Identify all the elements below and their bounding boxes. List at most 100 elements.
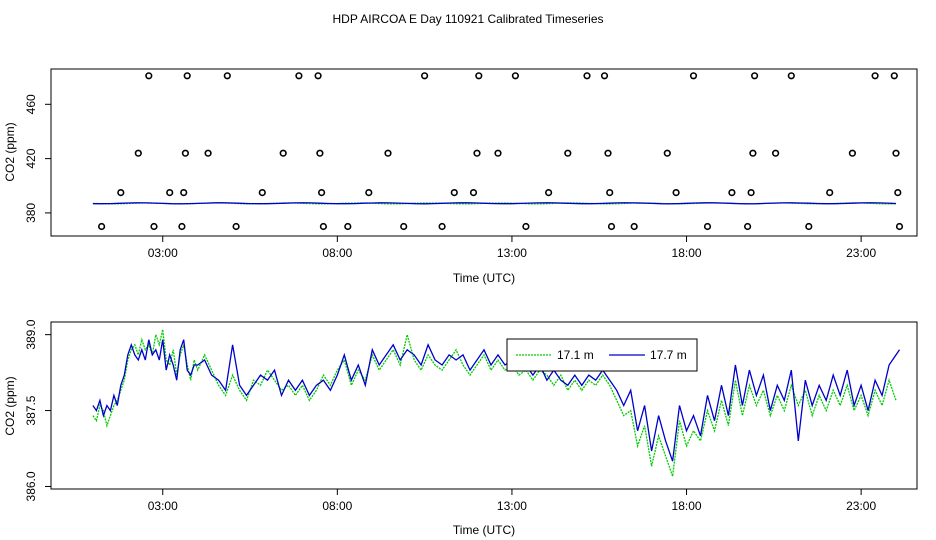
legend-label-17-7m: 17.7 m (650, 348, 687, 362)
scatter-point (117, 189, 125, 197)
upper-x-tick-label: 13:00 (497, 246, 527, 260)
lower-y-axis: 386.0 387.5 389.0 (24, 319, 51, 501)
scatter-point (258, 189, 266, 197)
lower-x-tick-label: 08:00 (322, 499, 352, 513)
scatter-point (826, 189, 834, 197)
scatter-point (522, 222, 530, 231)
scatter-point (469, 189, 478, 197)
lower-x-tick-label: 18:00 (672, 499, 702, 513)
scatter-point (178, 222, 186, 231)
lower-line-17-1-m (92, 329, 897, 477)
scatter-point (232, 222, 240, 231)
scatter-point (384, 149, 392, 157)
scatter-point (511, 72, 520, 80)
upper-scatter-points (97, 72, 904, 231)
scatter-point (314, 72, 322, 80)
scatter-point (583, 72, 591, 80)
upper-series-lines (92, 202, 897, 205)
scatter-point (438, 222, 446, 231)
lower-y-tick-label: 389.0 (24, 319, 38, 349)
scatter-point (805, 222, 813, 231)
scatter-point (750, 72, 759, 80)
lower-y-tick-label: 387.5 (24, 395, 38, 425)
lower-y-tick-label: 386.0 (24, 471, 38, 501)
upper-line-blue (92, 202, 897, 205)
scatter-point (166, 189, 174, 197)
scatter-point (450, 189, 458, 197)
scatter-point (787, 72, 795, 80)
scatter-point (728, 189, 736, 197)
scatter-point (600, 72, 609, 80)
scatter-point (747, 189, 755, 197)
scatter-point (183, 72, 191, 80)
scatter-point (663, 149, 671, 157)
lower-y-axis-label: CO2 (ppm) (3, 376, 17, 435)
scatter-point (295, 72, 303, 80)
upper-x-tick-label: 08:00 (322, 246, 352, 260)
scatter-point (564, 149, 572, 157)
scatter-point (892, 149, 900, 157)
lower-x-axis: 03:00 08:00 13:00 18:00 23:00 (148, 489, 876, 513)
scatter-point (421, 72, 429, 80)
scatter-point (895, 222, 904, 231)
scatter-point (749, 149, 757, 157)
scatter-point (743, 222, 752, 231)
upper-y-tick-label: 380 (24, 203, 38, 223)
scatter-point (689, 72, 698, 80)
scatter-point (703, 222, 712, 231)
lower-series-lines (92, 329, 901, 477)
upper-y-tick-label: 460 (24, 94, 38, 114)
scatter-point (544, 189, 553, 197)
lower-plot-frame (50, 321, 918, 490)
lower-x-tick-label: 23:00 (846, 499, 876, 513)
scatter-point (319, 222, 328, 231)
scatter-point (134, 149, 142, 157)
scatter-point (97, 222, 106, 231)
lower-panel: 03:00 08:00 13:00 18:00 23:00 386.0 387.5 389.… (3, 319, 918, 537)
scatter-point (894, 189, 902, 197)
scatter-point (145, 72, 153, 80)
upper-plot-frame (50, 68, 918, 237)
scatter-point (223, 72, 231, 80)
lower-x-tick-label: 03:00 (148, 499, 178, 513)
scatter-point (318, 189, 326, 197)
upper-y-axis: 380 420 460 (24, 94, 51, 223)
upper-panel: 03:00 08:00 13:00 18:00 23:00 380 420 460 Time… (3, 68, 918, 285)
legend: 17.1 m 17.7 m (506, 338, 698, 372)
lower-line-17-7-m (92, 339, 901, 462)
upper-x-tick-label: 18:00 (672, 246, 702, 260)
scatter-point (672, 189, 680, 197)
scatter-point (606, 189, 614, 197)
scatter-point (180, 189, 188, 197)
legend-box (506, 338, 698, 372)
scatter-point (890, 72, 898, 80)
scatter-point (150, 222, 158, 231)
lower-x-tick-label: 13:00 (497, 499, 527, 513)
scatter-point (475, 72, 483, 80)
chart-title: HDP AIRCOA E Day 110921 Calibrated Times… (332, 12, 603, 26)
scatter-point (181, 149, 189, 157)
scatter-point (365, 189, 373, 197)
scatter-point (316, 149, 324, 157)
upper-x-tick-label: 03:00 (148, 246, 178, 260)
scatter-point (607, 222, 616, 231)
upper-x-axis-label: Time (UTC) (453, 271, 515, 285)
lower-x-axis-label: Time (UTC) (453, 523, 515, 537)
scatter-point (473, 149, 481, 157)
scatter-point (630, 222, 638, 231)
scatter-point (204, 149, 212, 157)
scatter-point (344, 222, 352, 231)
upper-x-tick-label: 23:00 (846, 246, 876, 260)
scatter-point (848, 149, 857, 157)
scatter-point (604, 149, 612, 157)
scatter-point (400, 222, 408, 231)
legend-label-17-1m: 17.1 m (557, 348, 594, 362)
upper-x-axis: 03:00 08:00 13:00 18:00 23:00 (148, 236, 876, 260)
scatter-point (279, 149, 287, 157)
scatter-point (494, 149, 502, 157)
upper-y-tick-label: 420 (24, 148, 38, 168)
scatter-point (771, 149, 780, 157)
scatter-point (871, 72, 879, 80)
upper-y-axis-label: CO2 (ppm) (3, 122, 17, 181)
